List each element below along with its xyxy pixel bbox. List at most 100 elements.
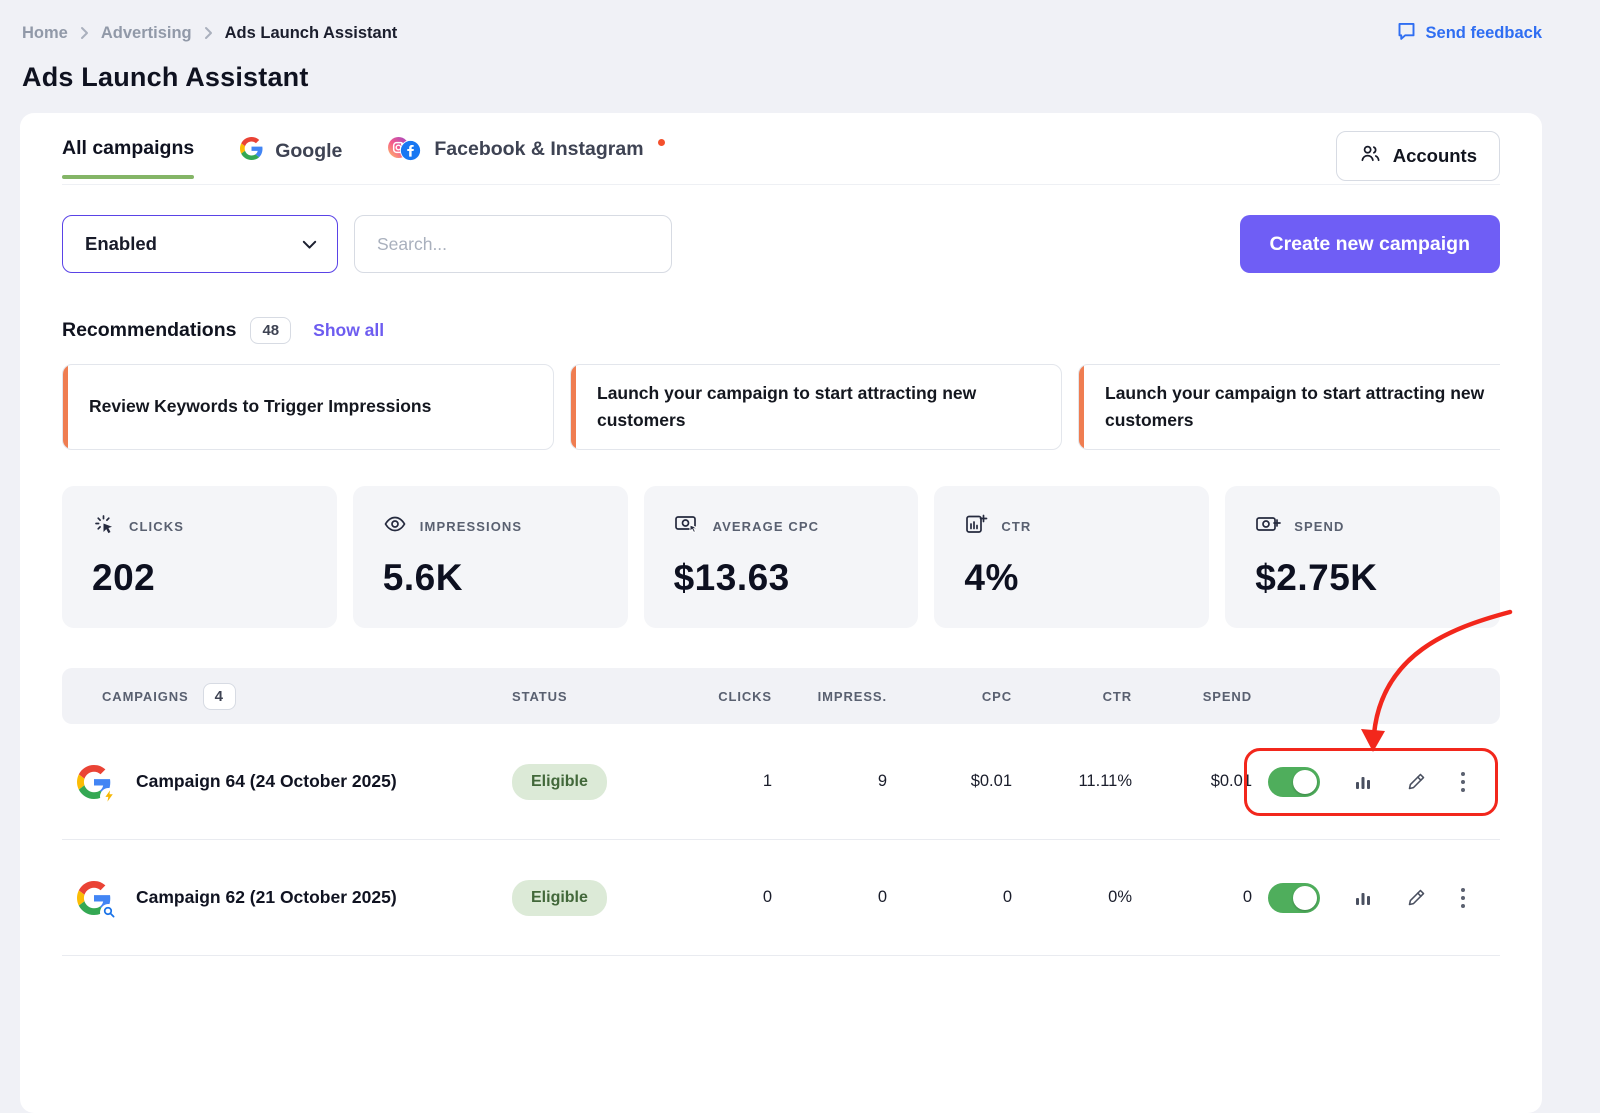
create-new-campaign-button[interactable]: Create new campaign [1239, 215, 1500, 273]
campaign-row[interactable]: Campaign 64 (24 October 2025) Eligible 1… [62, 724, 1500, 840]
campaigns-panel: All campaigns Google Facebook & Instagra… [20, 113, 1542, 1113]
breadcrumb-current: Ads Launch Assistant [224, 23, 398, 42]
header-status: STATUS [512, 688, 568, 704]
cpc-value: 0 [1002, 888, 1012, 906]
chevron-down-icon [302, 233, 317, 255]
stat-value: 5.6K [382, 557, 463, 598]
campaign-enabled-toggle[interactable] [1268, 882, 1320, 913]
chevron-right-icon [80, 26, 89, 40]
recommendation-text: Review Keywords to Trigger Impressions [89, 396, 432, 417]
feedback-bubble-icon [1396, 20, 1417, 46]
accounts-button[interactable]: Accounts [1335, 131, 1500, 181]
ctr-value: 11.11% [1078, 772, 1132, 790]
search-input[interactable] [354, 215, 672, 273]
recommendations-count-badge: 48 [250, 317, 292, 344]
stat-card-impressions: IMPRESSIONS 5.6K [352, 486, 628, 628]
status-badge: Eligible [512, 879, 607, 916]
stat-value: 202 [92, 557, 156, 598]
notification-dot [657, 138, 665, 146]
send-feedback-label: Send feedback [1425, 23, 1542, 42]
stat-card-clicks: CLICKS 202 [62, 486, 337, 628]
recommendation-card[interactable]: Review Keywords to Trigger Impressions [62, 364, 554, 450]
show-all-link[interactable]: Show all [313, 320, 385, 340]
page-title: Ads Launch Assistant [22, 62, 309, 92]
stat-label: CTR [1001, 519, 1032, 534]
campaigns-table: CAMPAIGNS 4 STATUS CLICKS IMPRESS. CPC C… [62, 668, 1500, 956]
header-ctr: CTR [1102, 688, 1132, 704]
recommendation-card[interactable]: Launch your campaign to start attracting… [1078, 364, 1500, 450]
spend-value: $0.01 [1210, 772, 1252, 790]
tab-facebook-instagram[interactable]: Facebook & Instagram [388, 137, 665, 179]
facebook-icon [400, 140, 422, 167]
stat-value: $13.63 [673, 557, 790, 598]
edit-pencil-icon[interactable] [1406, 771, 1427, 792]
clicks-value: 1 [762, 772, 772, 790]
status-filter-value: Enabled [85, 233, 157, 254]
chart-plus-icon [964, 512, 988, 541]
stat-label: SPEND [1294, 519, 1345, 534]
send-feedback-button[interactable]: Send feedback [1396, 20, 1542, 46]
header-clicks: CLICKS [718, 688, 772, 704]
facebook-instagram-icon [388, 137, 422, 161]
spend-value: 0 [1242, 888, 1252, 906]
tab-google[interactable]: Google [240, 137, 342, 184]
ctr-value: 0% [1108, 888, 1132, 906]
bar-chart-icon[interactable] [1353, 772, 1373, 792]
google-ads-search-icon [74, 878, 117, 921]
stat-card-average-cpc: AVERAGE CPC $13.63 [643, 486, 919, 628]
recommendations-title: Recommendations [62, 319, 237, 341]
edit-pencil-icon[interactable] [1406, 887, 1427, 908]
filter-row: Enabled Create new campaign [62, 215, 1500, 273]
stat-label: CLICKS [129, 519, 184, 534]
stat-card-ctr: CTR 4% [934, 486, 1210, 628]
campaign-name: Campaign 64 (24 October 2025) [136, 771, 397, 791]
money-plus-icon [1255, 512, 1282, 541]
recommendation-text: Launch your campaign to start attracting… [1105, 382, 1485, 430]
breadcrumb-home[interactable]: Home [22, 23, 68, 42]
top-bar: Home Advertising Ads Launch Assistant Se… [0, 0, 1600, 46]
accounts-button-label: Accounts [1392, 145, 1477, 166]
header-impressions: IMPRESS. [817, 688, 887, 704]
stats-row: CLICKS 202 IMPRESSIONS 5.6K AVERAGE CPC … [62, 486, 1500, 628]
people-icon [1359, 142, 1382, 170]
stat-card-spend: SPEND $2.75K [1225, 486, 1500, 628]
recommendation-card[interactable]: Launch your campaign to start attracting… [570, 364, 1062, 450]
campaigns-table-header: CAMPAIGNS 4 STATUS CLICKS IMPRESS. CPC C… [62, 668, 1500, 724]
impressions-value: 0 [877, 888, 887, 906]
breadcrumb: Home Advertising Ads Launch Assistant [22, 24, 397, 43]
tab-bar: All campaigns Google Facebook & Instagra… [62, 131, 1500, 185]
row-controls [1252, 840, 1500, 955]
status-filter-dropdown[interactable]: Enabled [62, 215, 338, 273]
recommendation-cards: Review Keywords to Trigger Impressions L… [62, 364, 1500, 450]
recommendation-text: Launch your campaign to start attracting… [597, 382, 977, 430]
google-logo-icon [240, 137, 263, 166]
eye-icon [383, 512, 407, 541]
magnifier-icon [100, 903, 117, 921]
clicks-value: 0 [762, 888, 772, 906]
stat-value: 4% [964, 557, 1019, 598]
tab-google-label: Google [275, 140, 343, 162]
bar-chart-icon[interactable] [1353, 888, 1373, 908]
breadcrumb-advertising[interactable]: Advertising [100, 23, 192, 42]
status-badge: Eligible [512, 763, 607, 800]
stat-label: AVERAGE CPC [712, 519, 820, 534]
chevron-right-icon [204, 26, 213, 40]
header-spend: SPEND [1202, 688, 1252, 704]
tab-all-campaigns-label: All campaigns [62, 137, 195, 159]
row-controls [1244, 724, 1500, 839]
header-campaigns: CAMPAIGNS [102, 688, 189, 704]
tab-all-campaigns[interactable]: All campaigns [62, 137, 195, 179]
campaigns-count-badge: 4 [202, 682, 236, 710]
cursor-click-icon [92, 512, 116, 541]
impressions-value: 9 [877, 772, 887, 790]
campaign-name: Campaign 62 (21 October 2025) [136, 887, 397, 907]
kebab-menu-icon[interactable] [1460, 887, 1466, 909]
money-cursor-icon [674, 512, 700, 541]
tab-facebook-instagram-label: Facebook & Instagram [434, 137, 644, 160]
header-cpc: CPC [981, 688, 1012, 704]
kebab-menu-icon[interactable] [1460, 771, 1466, 793]
recommendations-header: Recommendations 48 Show all [62, 317, 1500, 344]
cpc-value: $0.01 [970, 772, 1012, 790]
campaign-enabled-toggle[interactable] [1268, 766, 1320, 797]
campaign-row[interactable]: Campaign 62 (21 October 2025) Eligible 0… [62, 840, 1500, 956]
